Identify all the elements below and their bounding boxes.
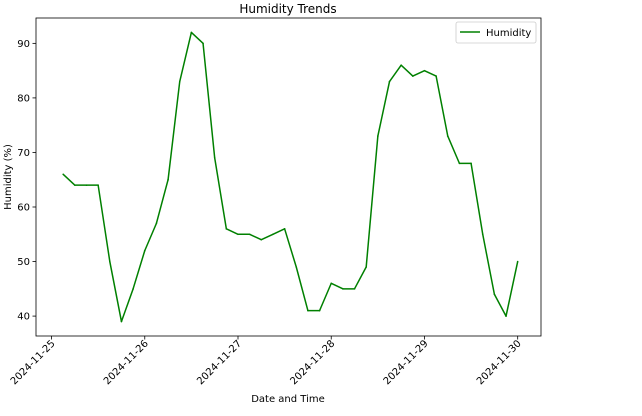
data-point <box>365 266 367 268</box>
data-point <box>412 75 414 77</box>
data-point <box>435 75 437 77</box>
legend-box <box>455 21 537 44</box>
y-tick-label: 90 <box>17 39 30 50</box>
data-point <box>283 228 286 230</box>
data-point <box>272 233 274 236</box>
data-point <box>295 266 298 268</box>
y-tick-label: 80 <box>17 93 30 104</box>
y-axis-label: Humidity (%) <box>3 144 14 210</box>
data-point <box>62 173 64 176</box>
data-point <box>481 233 484 236</box>
data-point <box>458 162 461 165</box>
data-point <box>143 249 146 252</box>
data-point <box>342 288 344 290</box>
data-point <box>132 288 134 290</box>
data-point <box>155 222 158 225</box>
data-point <box>470 162 472 165</box>
data-point <box>318 309 321 312</box>
y-tick-label: 60 <box>17 203 30 214</box>
data-point <box>85 184 88 186</box>
data-point <box>516 260 519 263</box>
data-point <box>97 184 99 186</box>
data-point <box>446 135 449 137</box>
plot-frame <box>35 17 542 337</box>
data-point <box>167 178 169 181</box>
x-tick-label: 2024-11-27 <box>195 338 244 387</box>
data-point <box>493 293 496 296</box>
data-point <box>307 309 309 312</box>
chart-title: Humidity Trends <box>239 2 336 16</box>
data-point <box>377 135 379 137</box>
data-point <box>237 233 239 236</box>
data-point <box>388 80 391 83</box>
y-tick-label: 50 <box>17 257 30 268</box>
data-point <box>423 69 426 72</box>
legend: Humidity <box>455 21 537 44</box>
x-tick-label: 2024-11-30 <box>475 338 524 387</box>
data-point <box>260 238 263 241</box>
data-point <box>213 157 216 159</box>
legend-label-humidity: Humidity <box>486 28 531 39</box>
data-point <box>505 315 507 317</box>
y-tick-label: 40 <box>17 312 30 323</box>
data-point <box>202 42 204 45</box>
x-tick-label: 2024-11-29 <box>382 338 431 387</box>
x-tick-label: 2024-11-28 <box>288 338 337 387</box>
data-layer <box>62 31 519 323</box>
x-axis-label: Date and Time <box>251 394 325 405</box>
data-point <box>120 320 123 323</box>
y-tick-label: 70 <box>17 148 30 159</box>
data-point <box>225 228 228 230</box>
data-point <box>353 288 356 290</box>
data-point <box>330 282 333 285</box>
data-point <box>74 184 76 186</box>
series-line-humidity <box>62 31 519 323</box>
data-point <box>178 80 181 83</box>
data-point <box>109 260 111 263</box>
data-point <box>248 233 251 236</box>
x-tick-label: 2024-11-25 <box>9 338 58 387</box>
plot-area <box>36 18 541 336</box>
data-point <box>400 64 402 66</box>
x-tick-label: 2024-11-26 <box>102 338 151 387</box>
data-point <box>190 31 193 34</box>
